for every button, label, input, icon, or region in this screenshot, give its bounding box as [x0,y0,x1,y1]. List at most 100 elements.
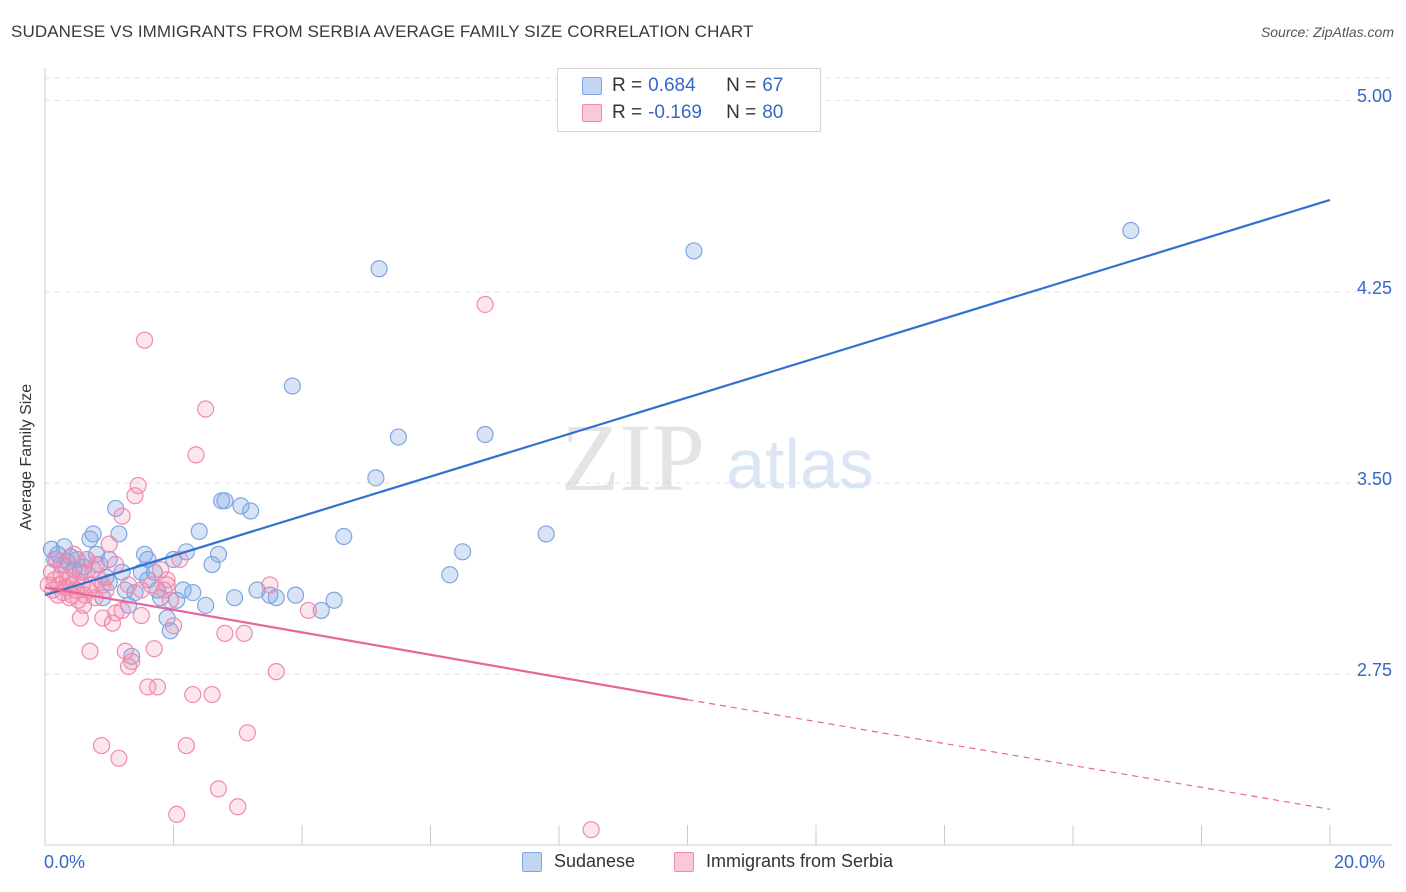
legend-swatch-blue [582,77,602,95]
x-tick-label-min: 0.0% [44,852,86,872]
zipatlas-watermark: ZIP atlas [561,404,874,511]
serbia-point [129,476,147,495]
sudanese-point [312,601,330,620]
serbia-point [97,581,115,599]
serbia-point [84,561,102,579]
sudanese-point [190,522,208,540]
sudanese-point [441,566,459,584]
axes [44,68,1392,846]
sudanese-point [454,543,472,561]
serbia-point [119,657,138,676]
serbia-point [126,487,144,505]
sudanese-point [389,428,407,446]
watermark-zip: ZIP [561,404,705,511]
sudanese-point [476,425,494,444]
sudanese-point [209,545,228,563]
y-tick-label: 4.25 [1356,278,1392,298]
serbia-point [92,736,111,755]
serbia-point [299,601,318,620]
n-value: 80 [762,102,784,123]
sudanese-point [1122,221,1140,240]
sudanese-trend-line [44,198,1331,597]
sudanese-point [174,581,192,599]
legend-item-sudanese[interactable]: Sudanese [522,851,635,872]
r-value: 0.684 [648,75,696,96]
serbia-point [145,640,163,658]
serbia-point [81,642,99,660]
serbia-point [107,555,125,574]
serbia-point [132,606,150,625]
serbia-point [110,749,128,767]
r-label: R = [612,75,643,96]
r-label: R = [612,102,643,123]
serbia-point [113,507,131,525]
sudanese-point [335,527,353,546]
serbia-point [229,798,247,816]
y-axis-label: Average Family Size [18,383,35,531]
serbia-point [100,535,118,553]
serbia-point [152,561,170,579]
serbia-point [161,591,179,609]
serbia-point [164,617,183,635]
sudanese-point [225,589,244,607]
serbia-point [235,624,253,642]
serbia-point [107,604,125,622]
watermark-atlas: atlas [726,425,874,503]
y-tick-label: 5.00 [1356,86,1392,106]
serbia-point [139,678,157,696]
sudanese-point [216,492,234,510]
serbia-point [238,724,256,742]
sudanese-point [197,596,215,614]
serbia-trend-extension [687,699,1331,810]
legend-item-serbia[interactable]: Immigrants from Serbia [674,851,893,872]
chart-title: SUDANESE VS IMMIGRANTS FROM SERBIA AVERA… [11,22,754,41]
serbia-trend-line [44,586,688,701]
sudanese-point [81,530,99,548]
correlation-legend: R = 0.684 N = 67 R = -0.169 N = 80 [557,68,821,132]
serbia-point [87,555,106,574]
serbia-point [65,545,83,563]
sudanese-point [367,469,385,487]
sudanese-point [283,377,301,395]
serbia-point [168,805,186,824]
sudanese-point [232,497,250,515]
serbia-point [132,581,150,599]
serbia-point [203,685,221,704]
legend-row-sudanese: R = 0.684 N = 67 [582,73,783,99]
trend-lines [44,198,1331,810]
serbia-point [216,624,234,642]
serbia-point [74,596,93,614]
serbia-point [261,576,279,594]
sudanese-point [242,502,260,520]
serbia-point [78,550,96,569]
serbia-point [184,685,202,704]
legend-swatch-blue [522,851,542,872]
sudanese-point [537,525,555,543]
sudanese-point [248,581,266,599]
sudanese-point [139,571,157,589]
serbia-point [582,821,600,839]
serbia-point [197,400,215,418]
legend-label: Sudanese [554,851,636,871]
x-tick-label-max: 20.0% [1334,852,1386,872]
serbia-point [158,571,176,589]
serbia-point [209,780,228,798]
serbia-point [119,576,138,594]
serbia-point [476,295,494,314]
data-points [39,221,1140,839]
legend-swatch-pink [582,104,602,122]
legend-label: Immigrants from Serbia [706,851,894,871]
serbia-point [74,563,93,581]
sudanese-point [370,260,388,278]
serbia-point [187,446,205,464]
sudanese-point [685,242,703,260]
legend-swatch-pink [674,851,694,872]
serbia-point [148,678,167,696]
n-value: 67 [762,75,784,96]
serbia-point [94,609,112,627]
y-tick-label: 2.75 [1356,660,1392,680]
serbia-point [62,568,80,586]
serbia-point [123,652,141,671]
source-label: Source: ZipAtlas.com [1260,24,1394,40]
